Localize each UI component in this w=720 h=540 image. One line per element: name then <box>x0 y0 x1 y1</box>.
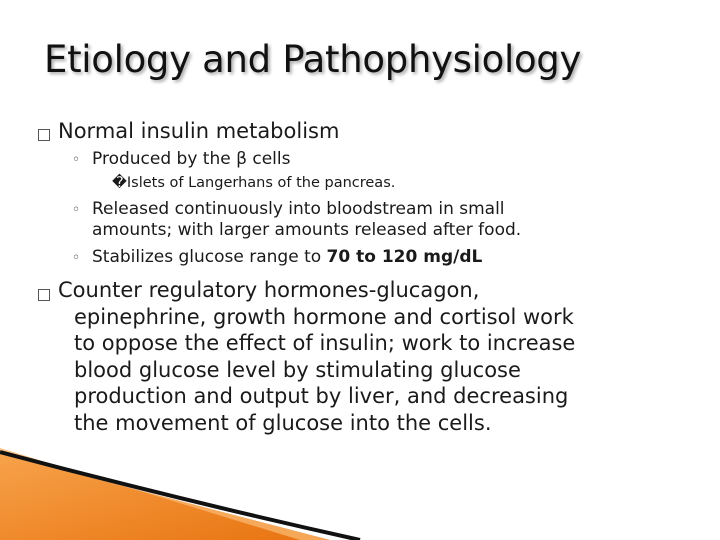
bullet-checkbox-icon <box>38 286 50 305</box>
bullet-counter-regulatory: Counter regulatory hormones-glucagon, <box>58 277 479 304</box>
counter-line-5: production and output by liver, and decr… <box>74 384 569 408</box>
decorative-swoosh <box>0 448 361 540</box>
sub-bullet-produced: Produced by the β cells <box>92 149 291 169</box>
slide-title: Etiology and Pathophysiology <box>44 38 582 81</box>
counter-continuation: epinephrine, growth hormone and cortisol… <box>74 304 575 437</box>
sub-bullet-marker: ◦ <box>72 250 81 266</box>
counter-line-1: Counter regulatory hormones-glucagon, <box>58 278 480 302</box>
stabilizes-text: Stabilizes glucose range to <box>92 247 327 267</box>
islets-text: Islets of Langerhans of the pancreas. <box>126 175 396 191</box>
bullet-checkbox-icon <box>38 126 50 145</box>
sub-bullet-marker: ◦ <box>72 202 81 218</box>
glucose-range-value: 70 to 120 mg/dL <box>326 247 483 267</box>
dark-swoosh-line <box>0 450 361 540</box>
sub-bullet-marker: ◦ <box>72 152 81 168</box>
sub-sub-bullet-islets: �Islets of Langerhans of the pancreas. <box>112 175 395 191</box>
sub-bullet-stabilizes: Stabilizes glucose range to 70 to 120 mg… <box>92 247 482 267</box>
counter-line-3: to oppose the effect of insulin; work to… <box>74 331 576 355</box>
sub-bullet-released-line1: Released continuously into bloodstream i… <box>92 199 505 219</box>
counter-line-6: the movement of glucose into the cells. <box>74 410 492 435</box>
bullet-normal-insulin: Normal insulin metabolism <box>58 119 340 143</box>
missing-glyph-icon: � <box>112 175 127 191</box>
sub-bullet-released-line2: amounts; with larger amounts released af… <box>92 220 522 240</box>
counter-line-4: blood glucose level by stimulating gluco… <box>74 357 521 382</box>
counter-line-2: epinephrine, growth hormone and cortisol… <box>74 304 574 329</box>
